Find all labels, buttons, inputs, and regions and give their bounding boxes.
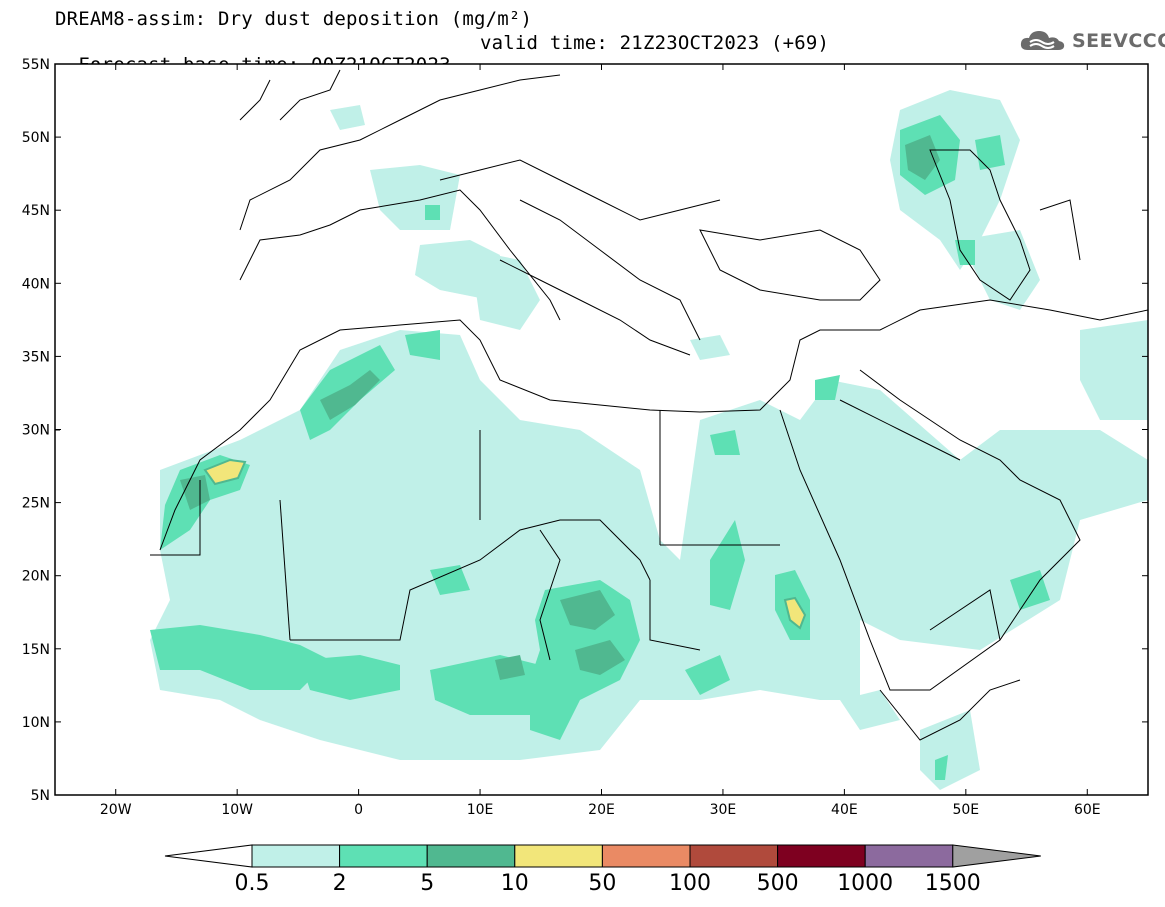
longitude-axis: 20W 10W 0 10E 20E 30E 40E 50E 60E (100, 64, 1101, 818)
colorbar-threshold-label: 50 (588, 871, 616, 896)
deposition-level-10 (203, 458, 807, 630)
colorbar-swatch (864, 844, 954, 868)
colorbar-threshold-label: 1500 (925, 871, 981, 896)
colorbar-threshold-label: 1000 (837, 871, 893, 896)
valid-time: valid time: 21Z23OCT2023 (+69) (480, 32, 830, 54)
cloud-icon (1020, 31, 1065, 50)
seevccc-logo: SEEVCCC (1018, 26, 1165, 56)
lat-tick-label: 50N (22, 130, 50, 146)
colorbar-swatch (339, 844, 428, 868)
colorbar-threshold-label: 100 (669, 871, 711, 896)
latitude-axis: 55N 50N 45N 40N 35N 30N 25N 20N 15N 10N 5N (22, 57, 1148, 804)
lat-tick-label: 5N (31, 788, 50, 804)
colorbar-threshold-label: 10 (501, 871, 529, 896)
colorbar-threshold-label: 500 (757, 871, 799, 896)
lat-tick-label: 25N (22, 496, 50, 512)
colorbar-swatch (777, 844, 866, 868)
lat-tick-label: 40N (22, 276, 50, 292)
map-panel (55, 64, 1149, 795)
colorbar-above-range-arrow (952, 844, 1041, 868)
lat-tick-label: 10N (22, 715, 50, 731)
lon-tick-label: 0 (354, 802, 363, 818)
colorbar-swatch (251, 844, 341, 868)
colorbar-threshold-label: 2 (333, 871, 347, 896)
colorbar-threshold-label: 0.5 (235, 871, 270, 896)
lat-tick-label: 20N (22, 569, 50, 585)
lon-tick-label: 40E (831, 802, 858, 818)
lon-tick-label: 10E (467, 802, 494, 818)
lon-tick-label: 30E (710, 802, 737, 818)
colorbar-swatch (426, 844, 516, 868)
lon-tick-label: 50E (952, 802, 979, 818)
lon-tick-label: 60E (1074, 802, 1101, 818)
deposition-level-5 (180, 135, 940, 680)
logo-text: SEEVCCC (1072, 30, 1165, 52)
lon-tick-label: 10W (221, 802, 253, 818)
colorbar-threshold-label: 5 (420, 871, 434, 896)
colorbar-swatch (689, 844, 779, 868)
lat-tick-label: 35N (22, 349, 50, 365)
coastlines-and-borders (55, 69, 1149, 741)
colorbar-below-range-arrow (164, 844, 253, 868)
lat-tick-label: 30N (22, 423, 50, 439)
lon-tick-label: 20E (588, 802, 615, 818)
lat-tick-label: 55N (22, 57, 50, 73)
dust-deposition-map: 20W 10W 0 10E 20E 30E 40E 50E 60E 55N 50N 45N 40N 35… (22, 57, 1149, 818)
map-title: DREAM8-assim: Dry dust deposition (mg/m²… (55, 8, 533, 30)
lat-tick-label: 45N (22, 203, 50, 219)
lon-tick-label: 20W (100, 802, 132, 818)
colorbar-swatch (514, 844, 603, 868)
lat-tick-label: 15N (22, 642, 50, 658)
colorbar-swatch (601, 844, 691, 868)
